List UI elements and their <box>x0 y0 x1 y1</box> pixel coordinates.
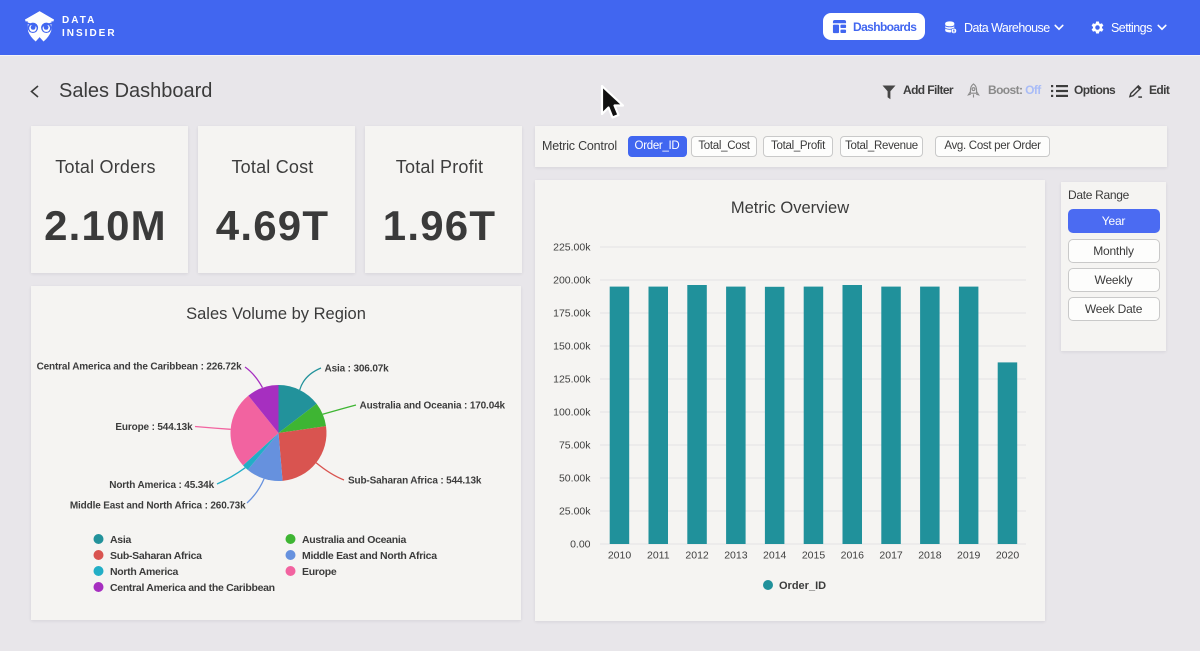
svg-text:2015: 2015 <box>802 550 826 562</box>
svg-text:Europe: Europe <box>302 566 337 578</box>
svg-text:Order_ID: Order_ID <box>779 580 826 592</box>
svg-text:North America : 45.34k: North America : 45.34k <box>109 480 214 491</box>
svg-text:Central America and the Caribb: Central America and the Caribbean : 226.… <box>37 362 243 373</box>
svg-text:Middle East and North Africa: Middle East and North Africa <box>302 550 437 562</box>
svg-text:175.00k: 175.00k <box>553 308 591 320</box>
svg-text:25.00k: 25.00k <box>559 506 591 518</box>
svg-text:Australia and Oceania: Australia and Oceania <box>302 534 406 546</box>
svg-text:North America: North America <box>110 566 179 578</box>
svg-text:Asia: Asia <box>110 534 131 546</box>
svg-text:2019: 2019 <box>957 550 981 562</box>
svg-text:2014: 2014 <box>763 550 787 562</box>
svg-text:2013: 2013 <box>724 550 748 562</box>
svg-text:2011: 2011 <box>647 550 670 562</box>
svg-text:Sub-Saharan Africa : 544.13k: Sub-Saharan Africa : 544.13k <box>348 476 482 487</box>
svg-text:200.00k: 200.00k <box>553 275 591 287</box>
svg-text:50.00k: 50.00k <box>559 473 591 485</box>
svg-text:2017: 2017 <box>879 550 903 562</box>
svg-text:Sub-Saharan Africa: Sub-Saharan Africa <box>110 550 202 562</box>
svg-text:0.00: 0.00 <box>570 539 591 551</box>
svg-text:Central America and the Caribb: Central America and the Caribbean <box>110 582 275 594</box>
svg-text:75.00k: 75.00k <box>559 440 591 452</box>
svg-text:2010: 2010 <box>608 550 632 562</box>
svg-text:Middle East and North Africa :: Middle East and North Africa : 260.73k <box>70 501 246 512</box>
svg-text:225.00k: 225.00k <box>553 242 591 254</box>
svg-text:2016: 2016 <box>841 550 865 562</box>
svg-text:150.00k: 150.00k <box>553 341 591 353</box>
svg-text:2020: 2020 <box>996 550 1020 562</box>
svg-text:Asia : 306.07k: Asia : 306.07k <box>325 364 390 375</box>
svg-text:Australia and Oceania : 170.04: Australia and Oceania : 170.04k <box>360 401 506 412</box>
svg-text:2012: 2012 <box>685 550 709 562</box>
svg-text:125.00k: 125.00k <box>553 374 591 386</box>
svg-text:100.00k: 100.00k <box>553 407 591 419</box>
svg-text:2018: 2018 <box>918 550 942 562</box>
svg-text:Europe : 544.13k: Europe : 544.13k <box>115 422 193 433</box>
